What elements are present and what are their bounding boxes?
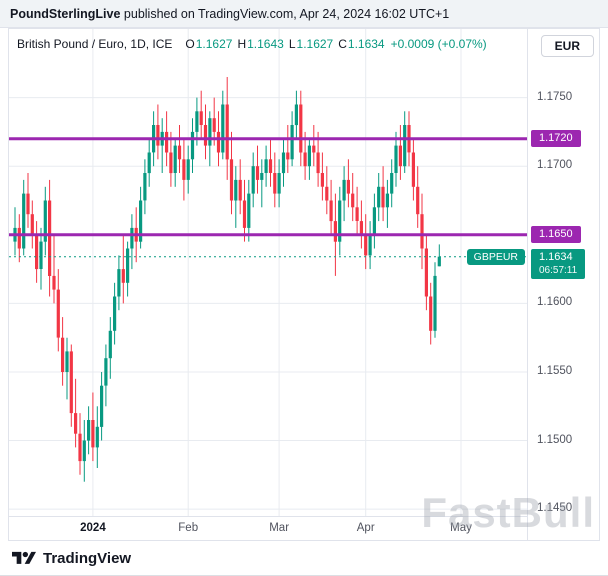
time-axis[interactable]: 2024 Feb Mar Apr May	[9, 516, 527, 540]
price-tick-label: 1.1550	[537, 364, 573, 377]
tradingview-logo-icon	[12, 551, 36, 564]
footer: TradingView	[0, 541, 608, 576]
price-tick-label: 1.1750	[537, 90, 573, 103]
close-value: 1.1634	[347, 37, 385, 51]
symbol-price-tag: GBPEUR	[466, 248, 525, 265]
price-tick-label: 1.1700	[537, 159, 573, 172]
time-tick-label: Mar	[269, 522, 290, 534]
price-tick-label: 1.1500	[537, 433, 573, 446]
currency-toggle-button[interactable]: EUR	[540, 35, 594, 57]
price-pane[interactable]: British Pound / Euro, 1D, ICE O 1.1627 H…	[9, 29, 527, 516]
change-value: +0.0009 (+0.07%)	[390, 37, 487, 51]
high-value: 1.1643	[247, 37, 284, 51]
attribution-text: published on TradingView.com, Apr 24, 20…	[120, 6, 450, 21]
symbol-title: British Pound / Euro, 1D, ICE	[17, 37, 173, 51]
tradingview-wordmark: TradingView	[43, 549, 132, 567]
open-value: 1.1627	[195, 37, 233, 51]
low-value: 1.1627	[296, 37, 334, 51]
high-label: H	[237, 37, 247, 51]
bar-countdown: 06:57:11	[539, 264, 578, 276]
price-tick-label: 1.1450	[537, 502, 573, 515]
price-tick-label: 1.1600	[537, 296, 573, 309]
level-price-badge: 1.1650	[531, 225, 581, 243]
last-price-value: 1.1634	[539, 250, 573, 263]
time-tick-label: Apr	[356, 522, 375, 534]
price-pane-svg	[9, 29, 527, 516]
price-axis[interactable]: 1.1634 06:57:11 1.1450 1.1500 1.1550 1.1600…	[527, 29, 599, 540]
chart-widget: British Pound / Euro, 1D, ICE O 1.1627 H…	[8, 28, 600, 541]
attribution-bar: PoundSterlingLive published on TradingVi…	[0, 0, 608, 28]
time-tick-label: Feb	[178, 522, 199, 534]
tradingview-logo[interactable]: TradingView	[12, 549, 131, 568]
open-label: O	[185, 37, 195, 51]
legend: British Pound / Euro, 1D, ICE O 1.1627 H…	[17, 37, 487, 51]
time-tick-label: 2024	[80, 522, 106, 534]
publisher-name: PoundSterlingLive	[10, 6, 121, 21]
time-tick-label: May	[450, 522, 472, 534]
last-price-badge: 1.1634 06:57:11	[531, 248, 586, 279]
low-label: L	[288, 37, 296, 51]
level-price-badge: 1.1720	[531, 129, 581, 147]
close-label: C	[338, 37, 347, 51]
